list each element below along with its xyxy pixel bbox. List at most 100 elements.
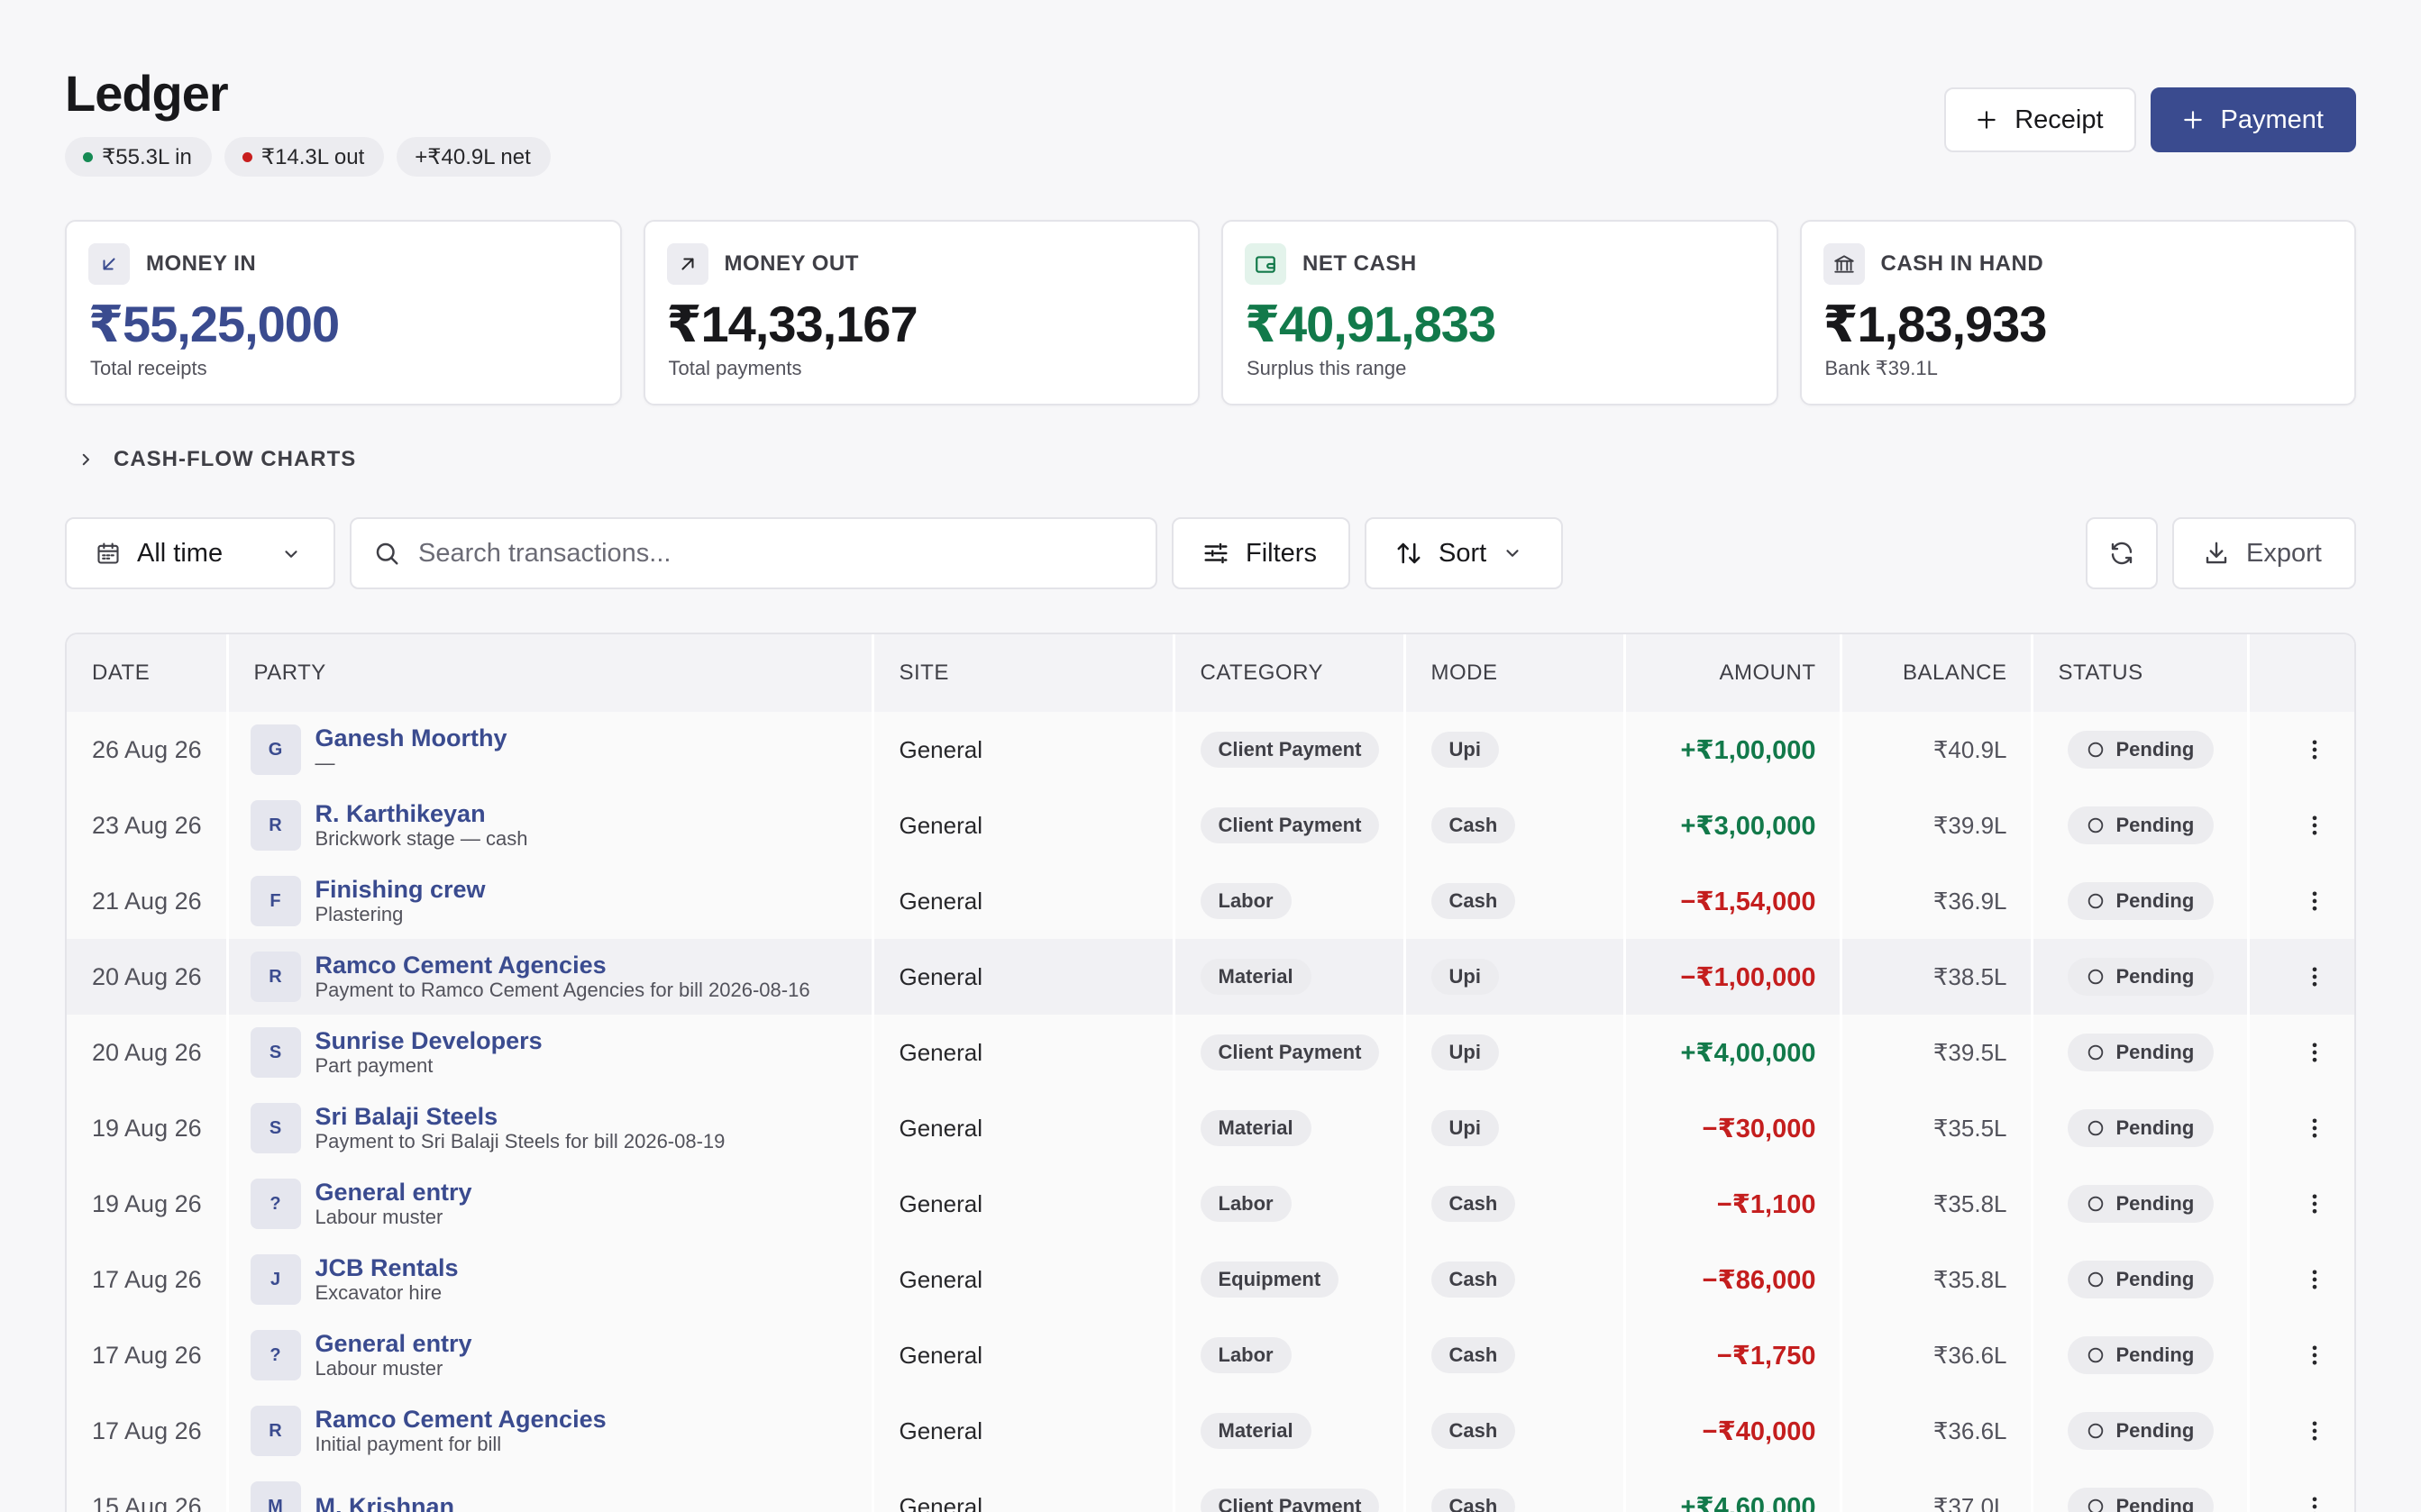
party-name-link[interactable]: Sri Balaji Steels: [315, 1103, 498, 1130]
status-label: Pending: [2115, 1495, 2195, 1512]
amount-cell: +₹4,60,000: [1624, 1469, 1842, 1512]
arrow-down-left-icon: [88, 243, 130, 285]
wallet-icon: [1245, 243, 1286, 285]
card-subtitle: Surplus this range: [1247, 357, 1407, 379]
status-label: Pending: [2115, 814, 2195, 836]
column-header-site[interactable]: SITE: [872, 634, 1175, 712]
row-menu-button[interactable]: [2275, 813, 2355, 838]
page-title: Ledger: [65, 65, 229, 122]
party-name-link[interactable]: Sunrise Developers: [315, 1027, 543, 1054]
status-label: Pending: [2115, 1116, 2195, 1139]
row-menu-button[interactable]: [2275, 1191, 2355, 1216]
mode-badge: Cash: [1430, 1186, 1516, 1222]
sort-button[interactable]: Sort: [1365, 517, 1563, 589]
row-menu-button[interactable]: [2275, 1040, 2355, 1065]
table-row[interactable]: 15 Aug 26 M M. Krishnan General Client Payme…: [67, 1469, 2354, 1512]
mode-cell: Cash: [1404, 1242, 1626, 1317]
row-menu-button[interactable]: [2275, 1494, 2355, 1512]
refresh-button[interactable]: [2086, 517, 2158, 589]
mode-cell: Cash: [1404, 863, 1626, 939]
avatar: ?: [250, 1330, 301, 1380]
table-row[interactable]: 26 Aug 26 G Ganesh Moorthy — General Client P…: [67, 712, 2354, 788]
filters-button[interactable]: Filters: [1172, 517, 1350, 589]
party-name-link[interactable]: General entry: [315, 1179, 472, 1206]
row-menu-button[interactable]: [2275, 737, 2355, 762]
row-menu-button[interactable]: [2275, 964, 2355, 989]
add-receipt-button[interactable]: Receipt: [1944, 87, 2136, 152]
date-cell: 19 Aug 26: [67, 1166, 229, 1242]
mode-cell: Upi: [1404, 939, 1626, 1015]
party-name-link[interactable]: Ramco Cement Agencies: [315, 1406, 607, 1433]
column-header-balance[interactable]: BALANCE: [1841, 634, 2033, 712]
cash-flow-charts-toggle[interactable]: CASH-FLOW CHARTS: [78, 447, 356, 472]
amount-cell: −₹1,54,000: [1624, 863, 1842, 939]
table-row[interactable]: 21 Aug 26 F Finishing crew Plastering Genera…: [67, 863, 2354, 939]
row-menu-button[interactable]: [2275, 1343, 2355, 1368]
table-row[interactable]: 20 Aug 26 R Ramco Cement Agencies Payment t…: [67, 939, 2354, 1015]
mode-badge: Upi: [1430, 1034, 1499, 1070]
net-cash-card: NET CASH ₹40,91,833 Surplus this range: [1221, 220, 1778, 405]
export-button[interactable]: Export: [2172, 517, 2356, 589]
more-vertical-icon: [2302, 1343, 2327, 1368]
party-name-link[interactable]: Ramco Cement Agencies: [315, 952, 607, 979]
mode-badge: Cash: [1430, 1337, 1516, 1373]
amount-cell: −₹1,100: [1624, 1166, 1842, 1242]
status-cell: Pending: [2032, 788, 2250, 863]
column-header-amount[interactable]: AMOUNT: [1624, 634, 1842, 712]
site-cell: General: [872, 1317, 1175, 1393]
more-vertical-icon: [2302, 1418, 2327, 1444]
site-cell: General: [872, 1393, 1175, 1469]
party-name-link[interactable]: R. Karthikeyan: [315, 800, 486, 827]
sort-label: Sort: [1439, 538, 1487, 568]
actions-cell: [2248, 1393, 2354, 1469]
search-box[interactable]: [350, 517, 1157, 589]
column-header-party[interactable]: PARTY: [227, 634, 874, 712]
category-badge: Client Payment: [1200, 807, 1380, 843]
party-name-link[interactable]: Finishing crew: [315, 876, 486, 903]
table-row[interactable]: 17 Aug 26 R Ramco Cement Agencies Initial p…: [67, 1393, 2354, 1469]
column-header-category[interactable]: CATEGORY: [1174, 634, 1406, 712]
balance-cell: ₹36.9L: [1841, 863, 2033, 939]
table-row[interactable]: 17 Aug 26? General entry Labour muster Gene…: [67, 1317, 2354, 1393]
party-name-link[interactable]: Ganesh Moorthy: [315, 724, 507, 751]
party-cell: ? General entry Labour muster: [227, 1317, 874, 1393]
more-vertical-icon: [2302, 888, 2327, 914]
party-note: Part payment: [315, 1054, 434, 1077]
avatar: M: [250, 1481, 301, 1512]
chevron-down-icon: [281, 544, 301, 564]
row-menu-button[interactable]: [2275, 1116, 2355, 1141]
column-header-date[interactable]: DATE: [67, 634, 229, 712]
table-row[interactable]: 20 Aug 26 S Sunrise Developers Part payment…: [67, 1015, 2354, 1090]
category-cell: Labor: [1174, 1317, 1406, 1393]
column-header-mode[interactable]: MODE: [1404, 634, 1626, 712]
mode-cell: Upi: [1404, 712, 1626, 788]
date-range-select[interactable]: All time: [65, 517, 335, 589]
column-header-status[interactable]: STATUS: [2032, 634, 2250, 712]
row-menu-button[interactable]: [2275, 1267, 2355, 1292]
row-menu-button[interactable]: [2275, 888, 2355, 914]
status-cell: Pending: [2032, 863, 2250, 939]
party-name-link[interactable]: General entry: [315, 1330, 472, 1357]
more-vertical-icon: [2302, 1494, 2327, 1512]
table-row[interactable]: 19 Aug 26? General entry Labour muster Gene…: [67, 1166, 2354, 1242]
add-payment-button[interactable]: Payment: [2150, 87, 2356, 152]
party-name-link[interactable]: M. Krishnan: [315, 1493, 455, 1512]
circle-icon: [2086, 1345, 2106, 1365]
date-range-label: All time: [137, 538, 224, 568]
circle-icon: [2086, 967, 2106, 987]
table-row[interactable]: 19 Aug 26 S Sri Balaji Steels Payment to Sr…: [67, 1090, 2354, 1166]
status-label: Pending: [2115, 1041, 2195, 1063]
site-cell: General: [872, 939, 1175, 1015]
site-cell: General: [872, 1166, 1175, 1242]
party-name-link[interactable]: JCB Rentals: [315, 1254, 459, 1281]
status-label: Pending: [2115, 1192, 2195, 1215]
money-out-chip-label: ₹14.3L out: [260, 144, 365, 169]
circle-icon: [2086, 1497, 2106, 1512]
search-input[interactable]: [418, 538, 1121, 569]
table-row[interactable]: 23 Aug 26 R R. Karthikeyan Brickwork stage …: [67, 788, 2354, 863]
card-label: NET CASH: [1302, 251, 1417, 276]
row-menu-button[interactable]: [2275, 1418, 2355, 1444]
site-cell: General: [872, 863, 1175, 939]
party-cell: F Finishing crew Plastering: [227, 863, 874, 939]
table-row[interactable]: 17 Aug 26 J JCB Rentals Excavator hire Gener…: [67, 1242, 2354, 1317]
